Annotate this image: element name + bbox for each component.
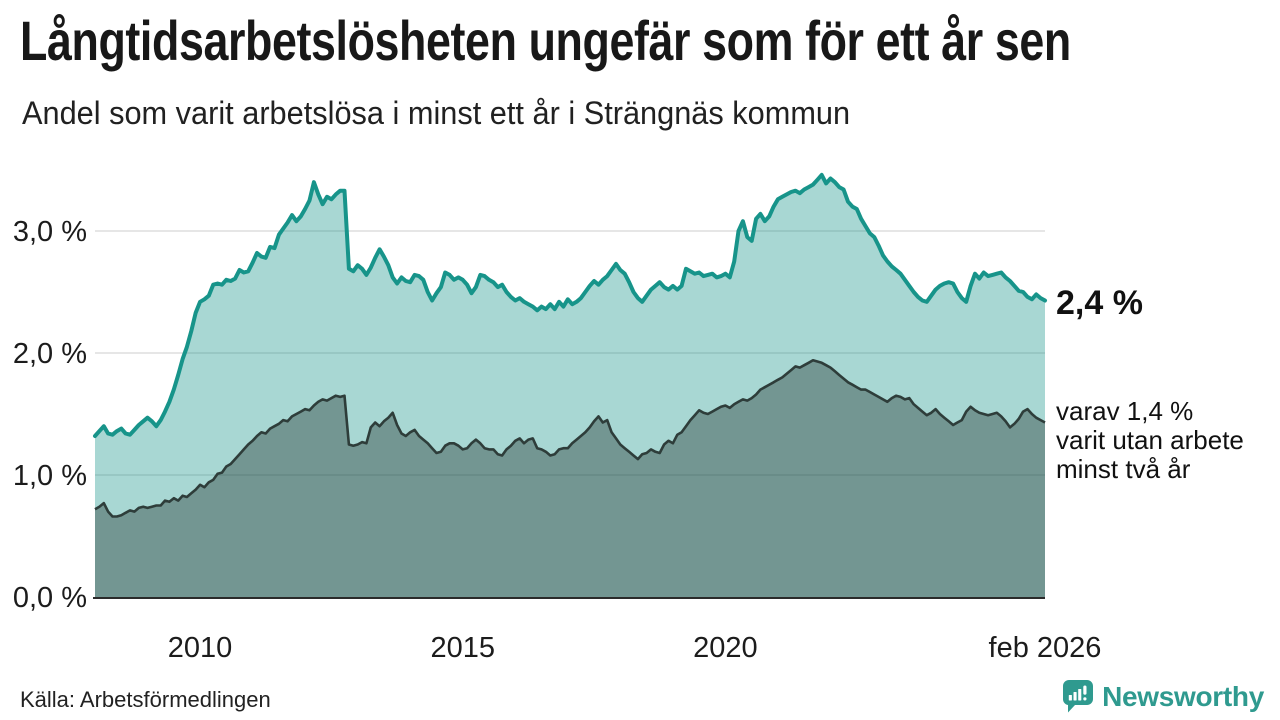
- newsworthy-logo[interactable]: Newsworthy: [1062, 679, 1264, 714]
- newsworthy-icon: [1063, 680, 1094, 713]
- x-tick-label: 2015: [430, 632, 495, 664]
- y-tick-label: 0,0 %: [13, 582, 87, 614]
- area-unemployed-one-year: [95, 174, 1045, 597]
- newsworthy-wordmark: Newsworthy: [1102, 680, 1264, 712]
- page-subtitle: Andel som varit arbetslösa i minst ett å…: [22, 95, 851, 131]
- x-tick-label: 2010: [168, 632, 233, 664]
- lower-series-note: varav 1,4 % varit utan arbete minst två …: [1056, 396, 1244, 485]
- page-title: Långtidsarbetslösheten ungefär som för e…: [20, 9, 1071, 72]
- area-unemployed-two-years: [95, 360, 1045, 597]
- y-tick-label: 2,0 %: [13, 338, 87, 370]
- y-tick-label: 3,0 %: [13, 216, 87, 248]
- end-value-label: 2,4 %: [1056, 284, 1143, 322]
- source-text: Källa: Arbetsförmedlingen: [20, 687, 271, 712]
- line-unemployed-one-year: [93, 172, 1047, 438]
- x-tick-label: feb 2026: [989, 632, 1102, 664]
- y-tick-label: 1,0 %: [13, 460, 87, 492]
- line-unemployed-two-years: [94, 359, 1046, 518]
- x-tick-label: 2020: [693, 632, 758, 664]
